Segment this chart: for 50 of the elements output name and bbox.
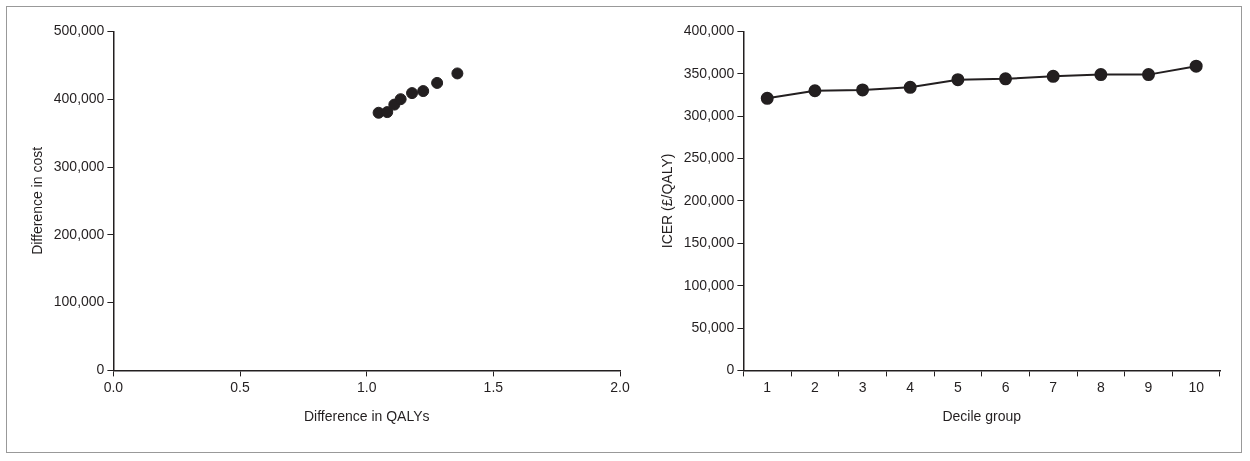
x-tick-label: 0.0 (103, 378, 124, 395)
point (406, 87, 419, 100)
x-axis-title: Difference in QALYs (303, 408, 430, 425)
point (999, 72, 1013, 86)
point (381, 106, 394, 119)
x-tick-label: 1.0 (356, 378, 377, 395)
y-tick-label: 400,000 (53, 90, 105, 107)
x-tick-label: 2 (811, 378, 819, 395)
point (417, 85, 430, 98)
y-tick-label: 0 (96, 361, 105, 378)
point (451, 67, 464, 80)
y-axis-title: ICER (£/QALY) (659, 153, 676, 249)
point (431, 76, 444, 89)
x-tick-label: 1 (763, 378, 772, 395)
x-tick-label: 6 (1001, 378, 1010, 395)
point (951, 73, 965, 87)
x-tick-label: 5 (953, 378, 962, 395)
y-tick-label: 150,000 (683, 234, 735, 251)
x-tick-label: 3 (858, 378, 867, 395)
y-tick-label: 0 (726, 361, 735, 378)
point (856, 83, 870, 97)
y-tick-label: 50,000 (691, 318, 735, 335)
y-tick-label: 350,000 (683, 64, 735, 81)
point (1142, 68, 1156, 82)
y-tick-label: 400,000 (683, 22, 735, 39)
x-tick-label: 2.0 (610, 378, 630, 395)
y-tick-label: 300,000 (53, 157, 105, 174)
y-tick-label: 200,000 (53, 225, 105, 242)
x-tick-label: 8 (1096, 378, 1105, 395)
x-tick-label: 10 (1188, 378, 1205, 395)
x-tick-label: 4 (906, 378, 915, 395)
point (1189, 59, 1203, 73)
point (1046, 69, 1060, 83)
x-axis-title: Decile group (942, 408, 1022, 425)
y-tick-label: 300,000 (683, 107, 735, 124)
point (1094, 68, 1108, 82)
y-tick-label: 100,000 (683, 276, 735, 293)
point (760, 91, 774, 105)
y-tick-label: 250,000 (683, 149, 735, 166)
point (903, 80, 917, 94)
y-tick-label: 500,000 (53, 22, 105, 39)
point (808, 84, 822, 98)
point (394, 93, 407, 106)
y-axis-title: Difference in cost (29, 146, 46, 255)
x-tick-label: 9 (1144, 378, 1153, 395)
y-tick-label: 100,000 (53, 293, 105, 310)
x-tick-label: 0.5 (230, 378, 250, 395)
y-tick-label: 200,000 (683, 191, 735, 208)
x-tick-label: 7 (1049, 378, 1058, 395)
x-tick-label: 1.5 (483, 378, 504, 395)
